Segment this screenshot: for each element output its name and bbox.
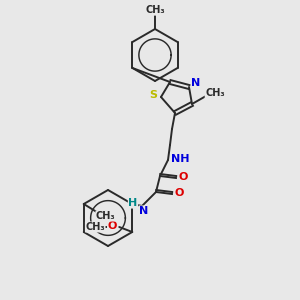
Text: O: O: [108, 221, 117, 231]
Text: N: N: [140, 206, 148, 216]
Text: N: N: [191, 78, 201, 88]
Text: CH₃: CH₃: [205, 88, 225, 98]
Text: CH₃: CH₃: [85, 222, 105, 232]
Text: S: S: [149, 90, 157, 100]
Text: CH₃: CH₃: [96, 211, 116, 221]
Text: CH₃: CH₃: [145, 5, 165, 15]
Text: O: O: [178, 172, 188, 182]
Text: H: H: [128, 198, 138, 208]
Text: O: O: [174, 188, 184, 198]
Text: NH: NH: [171, 154, 189, 164]
